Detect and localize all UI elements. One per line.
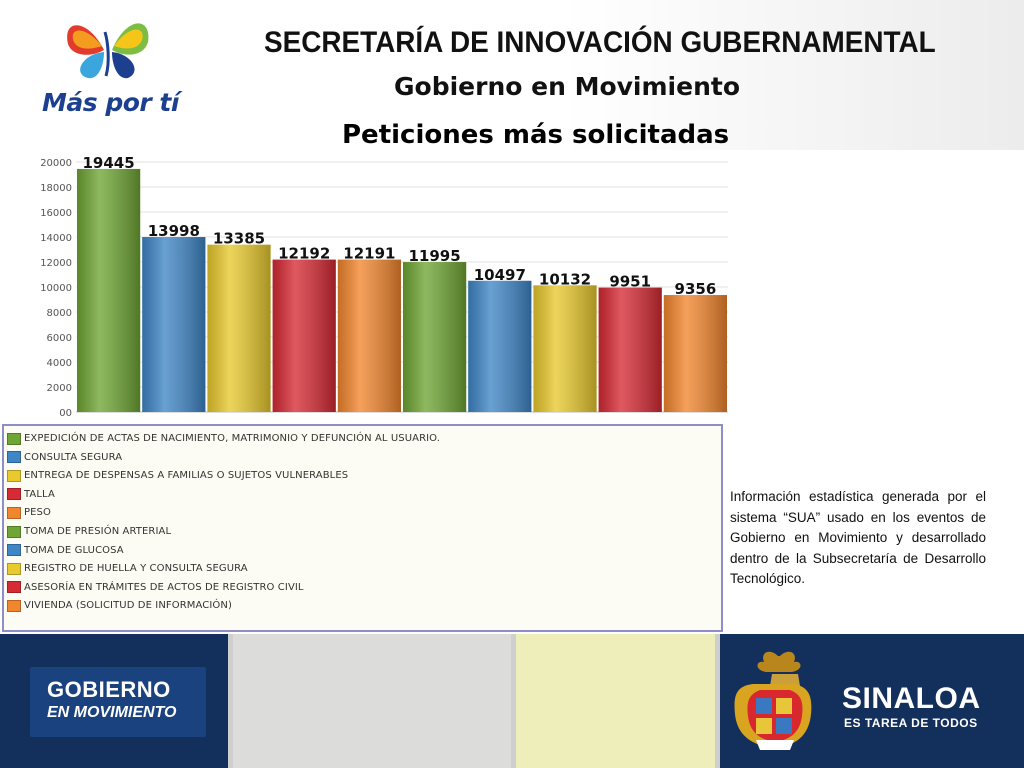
sinaloa-coat-of-arms-icon [734,651,812,750]
footer-panel-gobierno: GOBIERNO EN MOVIMIENTO [0,634,228,768]
legend-label: TALLA [24,488,55,500]
legend-label: EXPEDICIÓN DE ACTAS DE NACIMIENTO, MATRI… [24,433,441,444]
legend-item: VIVIENDA (SOLICITUD DE INFORMACIÓN) [7,597,232,614]
legend-swatch [7,599,21,612]
legend-label: REGISTRO DE HUELLA Y CONSULTA SEGURA [24,563,248,575]
y-tick-label: 6000 [47,333,72,344]
bar [403,262,467,412]
legend-item: REGISTRO DE HUELLA Y CONSULTA SEGURA [7,560,248,577]
legend-swatch [7,432,21,445]
page-title: SECRETARÍA DE INNOVACIÓN GUBERNAMENTAL [264,26,936,59]
bar [663,295,727,412]
y-tick-label: 12000 [40,258,72,269]
y-tick-label: 10000 [40,283,72,294]
bar [142,237,206,412]
y-tick-label: 4000 [47,358,72,369]
legend-swatch [7,562,21,575]
y-tick-label: 14000 [40,233,72,244]
bar-shading [598,287,662,412]
footer-panel-yellow [516,634,715,768]
footer: GOBIERNO EN MOVIMIENTO SINALOA ES TAREA … [0,634,1024,768]
legend-item: CONSULTA SEGURA [7,449,122,466]
legend-label: VIVIENDA (SOLICITUD DE INFORMACIÓN) [24,600,232,612]
chart-title: Peticiones más solicitadas [342,120,730,150]
legend-swatch [7,506,21,519]
y-tick-label: 18000 [40,183,72,194]
bar [337,259,401,412]
legend-swatch [7,451,21,464]
chart-legend: EXPEDICIÓN DE ACTAS DE NACIMIENTO, MATRI… [2,424,723,632]
bar [598,287,662,412]
legend-label: CONSULTA SEGURA [24,451,123,463]
y-tick-label: 16000 [40,208,72,219]
bar-shading [207,244,271,412]
gobierno-en-movimiento-logo: GOBIERNO EN MOVIMIENTO [30,667,206,737]
legend-label: ENTREGA DE DESPENSAS A FAMILIAS O SUJETO… [24,470,349,482]
bar-shading [403,262,467,412]
bar-value-label: 13385 [213,230,265,248]
bar-value-label: 19445 [83,154,135,172]
bar-shading [468,280,532,412]
page-subtitle: Gobierno en Movimiento [394,72,740,101]
sinaloa-text: SINALOA [842,682,981,715]
legend-item: PESO [7,504,51,521]
bar-value-label: 10497 [474,266,526,284]
legend-swatch [7,525,21,538]
y-tick-label: 8000 [47,308,72,319]
bar-shading [533,285,597,412]
legend-item: EXPEDICIÓN DE ACTAS DE NACIMIENTO, MATRI… [7,430,440,447]
legend-label: PESO [24,507,51,519]
legend-item: ASESORÍA EN TRÁMITES DE ACTOS DE REGISTR… [7,579,304,596]
en-movimiento-text: EN MOVIMIENTO [47,704,177,721]
y-tick-label: 00 [59,408,72,419]
sinaloa-subtitle: ES TAREA DE TODOS [844,716,978,730]
legend-item: TOMA DE PRESIÓN ARTERIAL [7,523,171,540]
info-note: Información estadística generada por el … [730,489,986,586]
legend-swatch [7,488,21,501]
bar-shading [663,295,727,412]
bar-value-label: 11995 [409,247,461,265]
y-axis: 00 2000 4000 6000 8000 10000 12000 14000 16000 18… [40,158,72,419]
bar-shading [142,237,206,412]
bar-value-label: 13998 [148,222,200,240]
bar [77,168,141,412]
footer-panel-gray [233,634,511,768]
legend-item: TOMA DE GLUCOSA [7,542,124,559]
bars [77,168,727,412]
legend-item: TALLA [7,486,55,503]
legend-label: TOMA DE GLUCOSA [24,544,124,556]
bar-shading [337,259,401,412]
legend-label: TOMA DE PRESIÓN ARTERIAL [24,526,172,537]
gobierno-text: GOBIERNO [47,677,171,702]
bar [207,244,271,412]
bar-value-label: 12191 [343,245,395,263]
bar-value-label: 12192 [278,245,330,263]
bar-shading [272,259,336,412]
mas-por-ti-logo: Más por tí [0,0,224,126]
y-tick-label: 20000 [40,158,72,169]
y-tick-label: 2000 [47,383,72,394]
butterfly-logo-icon [67,23,149,79]
bar [468,280,532,412]
legend-label: ASESORÍA EN TRÁMITES DE ACTOS DE REGISTR… [24,581,304,593]
bar-value-label: 9356 [675,280,717,298]
legend-item: ENTREGA DE DESPENSAS A FAMILIAS O SUJETO… [7,467,348,484]
bar-shading [77,168,141,412]
bar [533,285,597,412]
value-labels: 19445 13998 13385 12192 12191 11995 10497 10132… [83,154,717,298]
bar-value-label: 9951 [609,273,651,291]
bar-chart: 00 2000 4000 6000 8000 10000 12000 14000 16000 18… [40,154,728,419]
bar-value-label: 10132 [539,270,591,288]
legend-swatch [7,581,21,594]
bar [272,259,336,412]
legend-swatch [7,469,21,482]
footer-panel-sinaloa: SINALOA ES TAREA DE TODOS [720,634,1024,768]
logo-text: Más por tí [42,88,179,117]
legend-swatch [7,544,21,557]
